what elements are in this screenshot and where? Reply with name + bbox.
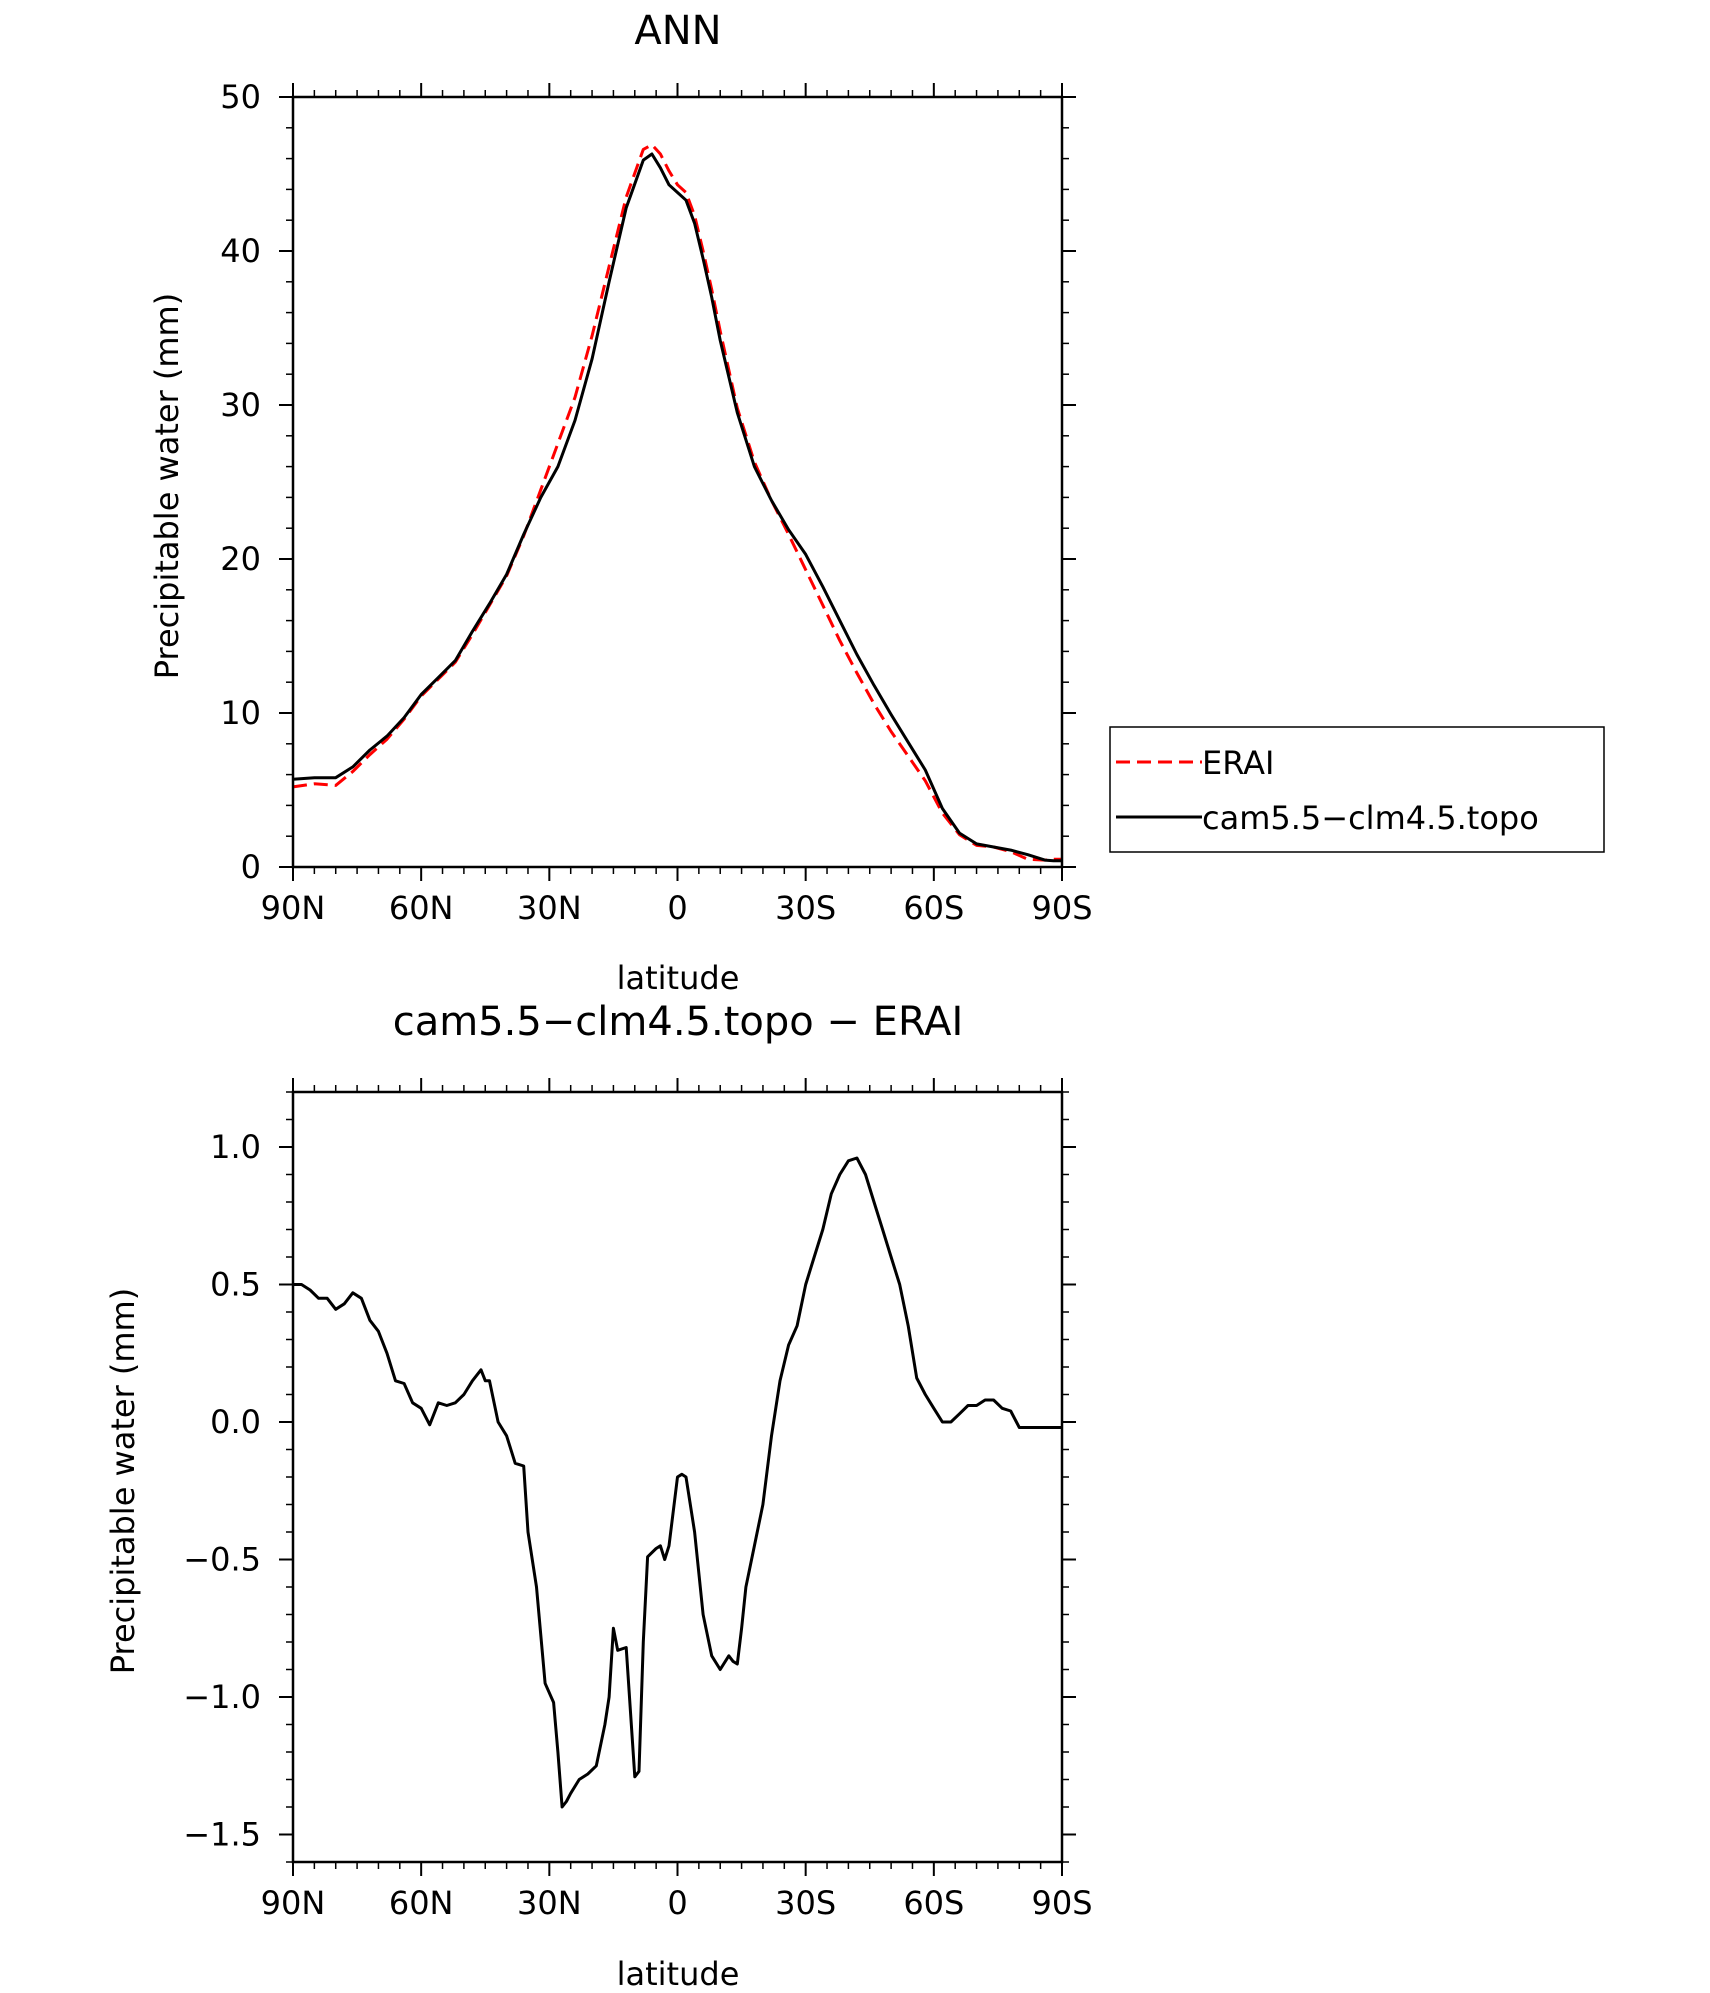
bottom-x-tick-label: 60S bbox=[903, 1884, 964, 1922]
top-x-tick-label: 30S bbox=[775, 889, 836, 927]
top-x-tick-label: 90S bbox=[1031, 889, 1092, 927]
top-x-tick-label: 60N bbox=[389, 889, 454, 927]
legend-label-cam: cam5.5−clm4.5.topo bbox=[1202, 799, 1539, 837]
bottom-series-line-1 bbox=[293, 1156, 1062, 1809]
bottom-x-tick-label: 30S bbox=[775, 1884, 836, 1922]
bottom-series bbox=[293, 1156, 1062, 1809]
bottom-x-tick-label: 30N bbox=[517, 1884, 582, 1922]
bottom-x-tick-label: 90S bbox=[1031, 1884, 1092, 1922]
bottom-y-tick-label: 0.5 bbox=[210, 1266, 261, 1304]
top-series-line-1 bbox=[292, 143, 1062, 862]
top-chart-title: ANN bbox=[634, 8, 721, 54]
bottom-x-tick-label: 0 bbox=[667, 1884, 687, 1922]
bottom-x-axis-label: latitude bbox=[617, 1955, 740, 1993]
top-y-tick-label: 0 bbox=[241, 848, 261, 886]
top-y-axis-label: Precipitable water (mm) bbox=[148, 293, 186, 679]
bottom-y-tick-label: −0.5 bbox=[183, 1541, 261, 1579]
top-y-tick-label: 30 bbox=[220, 386, 261, 424]
bottom-x-tick-label: 60N bbox=[389, 1884, 454, 1922]
top-axis-ticks bbox=[279, 83, 1076, 881]
bottom-y-tick-label: 0.0 bbox=[210, 1403, 261, 1441]
top-series bbox=[292, 143, 1062, 863]
top-x-tick-label: 60S bbox=[903, 889, 964, 927]
top-plot-frame bbox=[291, 95, 1064, 869]
bottom-chart-title: cam5.5−clm4.5.topo − ERAI bbox=[393, 999, 964, 1045]
bottom-y-tick-label: −1.0 bbox=[183, 1678, 261, 1716]
top-y-tick-label: 50 bbox=[220, 78, 261, 116]
bottom-y-tick-label: −1.5 bbox=[183, 1816, 261, 1854]
top-y-tick-label: 10 bbox=[220, 694, 261, 732]
top-tick-labels: 90N 60N 30N 0 30S 60S 90S 0 10 20 30 40 50 bbox=[220, 78, 1092, 927]
bottom-y-axis-label: Precipitable water (mm) bbox=[104, 1288, 142, 1674]
bottom-y-tick-label: 1.0 bbox=[210, 1128, 261, 1166]
bottom-x-tick-label: 90N bbox=[261, 1884, 326, 1922]
top-series-line-2 bbox=[292, 152, 1062, 863]
top-y-tick-label: 20 bbox=[220, 540, 261, 578]
top-x-axis-label: latitude bbox=[617, 959, 740, 997]
top-x-tick-label: 30N bbox=[517, 889, 582, 927]
bottom-tick-labels: 90N 60N 30N 0 30S 60S 90S −1.5 −1.0 −0.5 0.0 0.5 1.0 bbox=[183, 1128, 1092, 1922]
legend: ERAI cam5.5−clm4.5.topo bbox=[1109, 726, 1605, 853]
top-x-tick-label: 0 bbox=[667, 889, 687, 927]
legend-box bbox=[1109, 726, 1605, 853]
bottom-plot-frame bbox=[291, 1090, 1064, 1864]
top-y-tick-label: 40 bbox=[220, 232, 261, 270]
top-x-tick-label: 90N bbox=[261, 889, 326, 927]
legend-label-erai: ERAI bbox=[1202, 744, 1274, 782]
bottom-panel: cam5.5−clm4.5.topo − ERAI Precipitable w… bbox=[104, 999, 1093, 1993]
top-panel: ANN Precipitable water (mm) latitude 90N… bbox=[148, 8, 1093, 997]
